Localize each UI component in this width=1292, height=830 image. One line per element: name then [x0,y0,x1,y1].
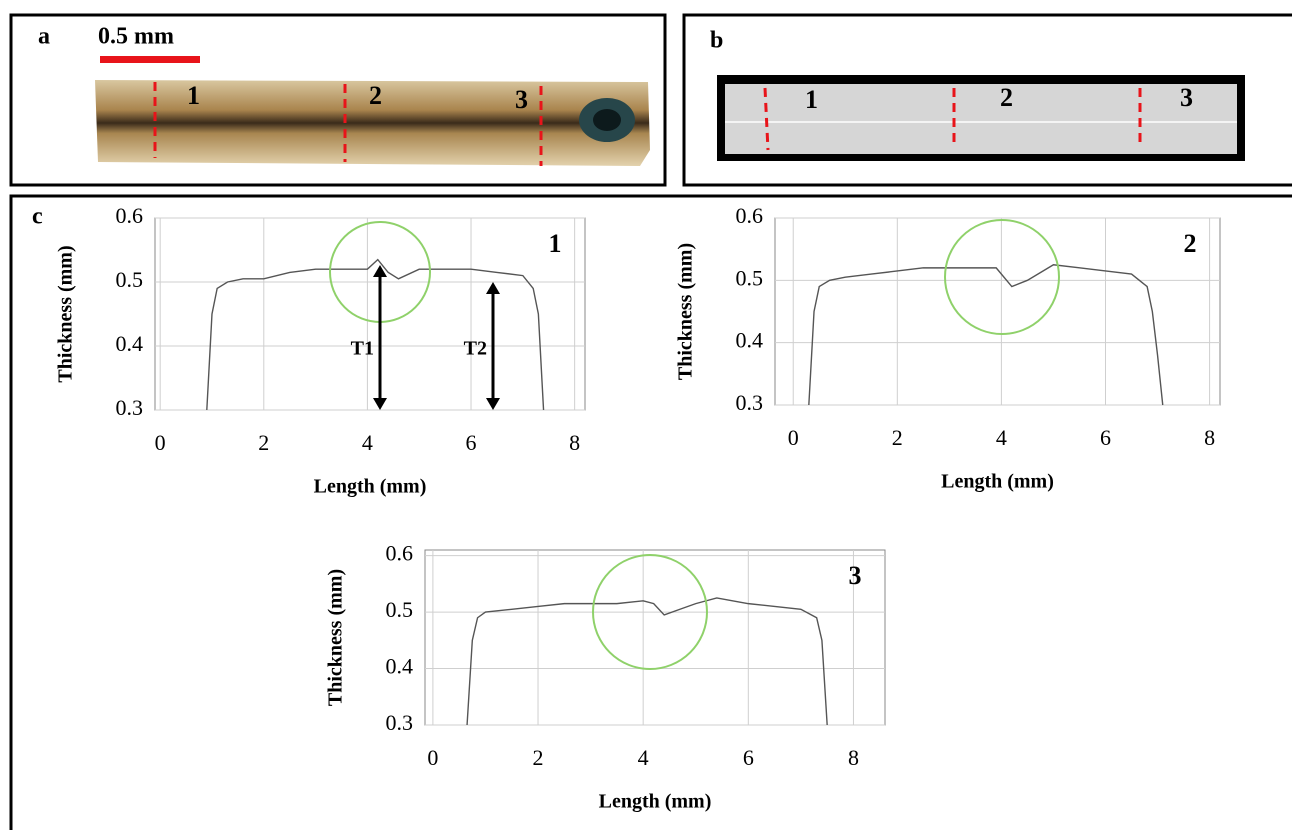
chart-annotation: 2 [1184,229,1197,258]
xray-photo [725,84,1237,154]
data-line [466,597,828,726]
y-axis-title: Thickness (mm) [55,245,77,382]
arrow-head [373,265,387,277]
x-tick-label: 8 [1204,425,1215,450]
cut-lines [763,87,1142,151]
y-tick-label: 0.5 [736,265,764,290]
y-tick-label: 0.5 [386,597,414,622]
x-tick-label: 0 [427,745,438,770]
x-tick-label: 2 [533,745,544,770]
highlight-circle [592,554,708,670]
marker: 2 [369,81,382,110]
x-tick-label: 2 [258,430,269,455]
y-tick-label: 0.5 [116,267,144,292]
arrow-label: T2 [464,338,487,360]
x-tick-label: 4 [638,745,649,770]
specimen-photo [95,80,650,166]
highlight-circle [944,219,1060,335]
y-tick-label: 0.6 [386,541,414,566]
panel-label: c [32,204,43,230]
data-line [808,264,1164,406]
x-tick-label: 4 [362,430,373,455]
panel-border [682,13,1292,187]
y-tick-label: 0.6 [736,203,764,228]
x-axis-title: Length (mm) [314,476,427,498]
marker: 3 [515,85,528,114]
x-axis-title: Length (mm) [599,791,712,813]
x-tick-label: 8 [848,745,859,770]
scale-bar [100,56,200,63]
arrow-head [373,398,387,410]
y-tick-label: 0.4 [386,654,414,679]
panel-border [9,194,1292,830]
x-tick-label: 0 [788,425,799,450]
cut-lines [153,82,543,166]
panel-border [9,13,667,187]
specimen-hole [593,109,621,131]
plot-area [154,217,586,411]
arrow-head [486,398,500,410]
scale-bar-label: 0.5 mm [98,24,174,50]
y-tick-label: 0.3 [386,710,414,735]
arrow-head [486,282,500,294]
plot-area [774,217,1221,406]
x-tick-label: 0 [155,430,166,455]
y-axis-title: Thickness (mm) [675,243,697,380]
x-axis-title: Length (mm) [941,471,1054,493]
y-tick-label: 0.6 [116,203,144,228]
chart-annotation: 1 [549,229,562,258]
y-tick-label: 0.3 [116,395,144,420]
y-tick-label: 0.4 [116,331,144,356]
panel-label: b [710,28,723,54]
panel-label: a [38,24,50,50]
y-axis-title: Thickness (mm) [325,569,347,706]
arrow-label: T1 [351,338,374,360]
y-tick-label: 0.3 [736,390,764,415]
plot-area [424,549,886,726]
chart-annotation: 3 [849,561,862,590]
x-tick-label: 6 [743,745,754,770]
x-tick-label: 6 [466,430,477,455]
y-tick-label: 0.4 [736,328,764,353]
marker: 1 [187,81,200,110]
x-tick-label: 2 [892,425,903,450]
marker: 3 [1180,83,1193,112]
marker: 2 [1000,83,1013,112]
x-tick-label: 4 [996,425,1007,450]
data-line [206,258,545,411]
x-tick-label: 6 [1100,425,1111,450]
marker: 1 [805,85,818,114]
x-tick-label: 8 [569,430,580,455]
